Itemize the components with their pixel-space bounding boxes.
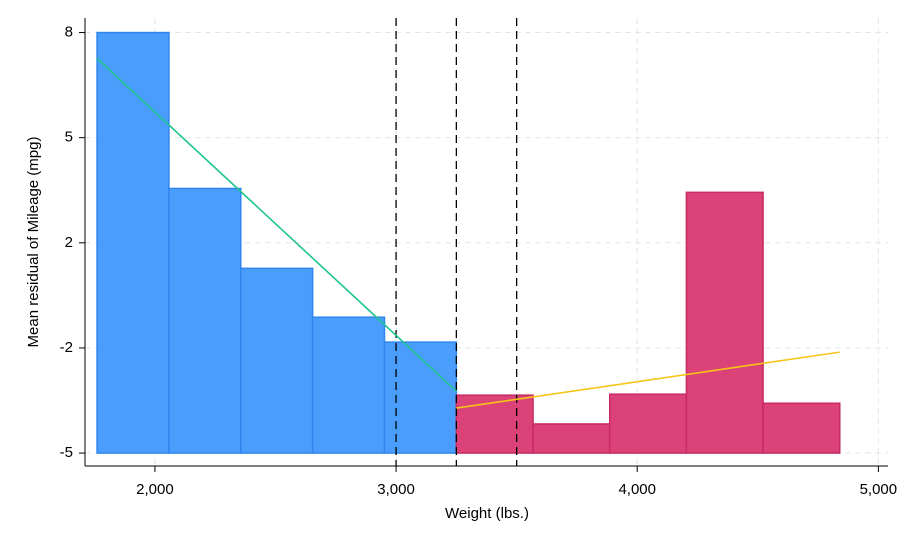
x-tick-label: 4,000: [618, 481, 656, 498]
bar: [762, 402, 841, 454]
bar: [311, 316, 386, 454]
fit-line: [456, 351, 840, 409]
x-tick-label: 2,000: [136, 481, 174, 498]
bar: [608, 393, 688, 454]
fit-line: [96, 57, 457, 392]
bar: [240, 267, 314, 454]
bar: [532, 423, 611, 454]
x-tick-label: 5,000: [860, 481, 898, 498]
x-axis-label: Weight (lbs.): [445, 505, 529, 522]
bar: [455, 394, 534, 454]
y-tick-label: 8: [65, 24, 73, 41]
y-tick-label: 5: [65, 129, 73, 146]
y-axis-label: Mean residual of Mileage (mpg): [25, 137, 42, 348]
y-tick-label: -5: [60, 444, 73, 461]
y-tick-label: -2: [60, 339, 73, 356]
bar: [168, 187, 242, 454]
x-tick-label: 3,000: [377, 481, 415, 498]
bar: [96, 31, 170, 454]
y-tick-label: 2: [65, 234, 73, 251]
bar: [685, 191, 764, 454]
